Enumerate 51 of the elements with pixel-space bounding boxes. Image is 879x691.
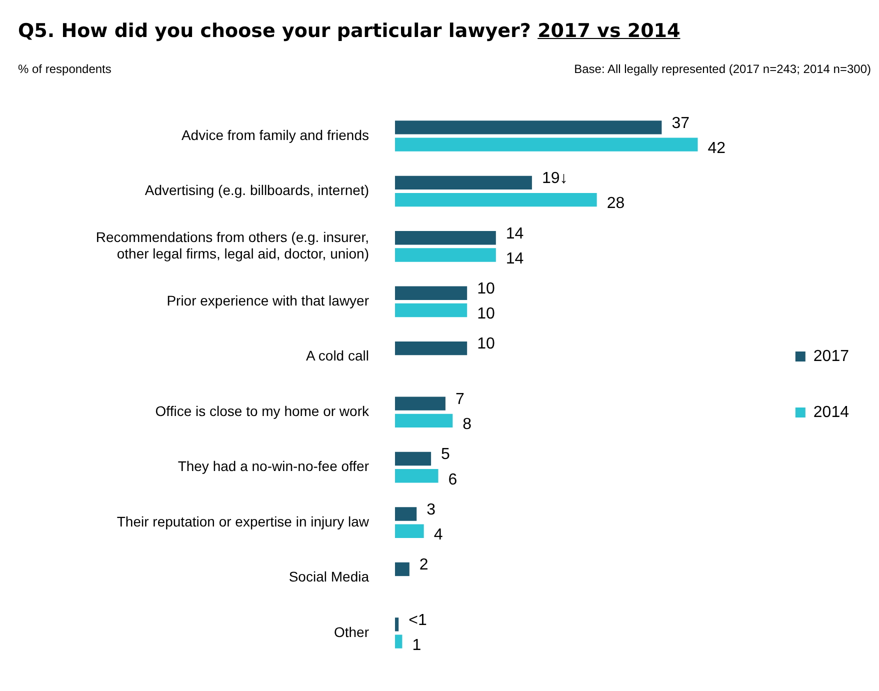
bar — [395, 120, 662, 134]
y-tick-label: Social Media — [288, 568, 370, 585]
bar — [395, 192, 597, 207]
bar — [395, 176, 532, 190]
bar — [395, 286, 468, 300]
chart-title: Q5. How did you choose your particular lawyer? 2017 vs 2014 — [18, 20, 680, 42]
data-label: 7 — [455, 390, 464, 408]
y-tick-label: They had a no-win-no-fee offer — [178, 458, 370, 474]
bar — [395, 303, 468, 318]
data-label: 10 — [477, 280, 495, 298]
text: % of respondents — [18, 62, 112, 76]
data-label: 8 — [462, 416, 472, 434]
data-label: 19↓ — [542, 170, 568, 188]
bar — [395, 452, 432, 466]
y-tick-label: Advice from family and friends — [181, 126, 369, 143]
y-tick-label: Other — [334, 624, 370, 640]
data-label: 3 — [426, 501, 436, 518]
data-label: 10 — [477, 336, 495, 353]
y-tick-label: Recommendations from others (e.g. insurer, other legal firms, legal aid, doctor, union) — [96, 228, 369, 262]
data-label: 2 — [419, 556, 428, 574]
data-label: 37 — [672, 114, 690, 132]
data-label: 10 — [477, 306, 495, 323]
legend-label: 2014 — [813, 404, 850, 421]
y-tick-label: Their reputation or expertise in injury law — [116, 513, 370, 530]
bar — [395, 507, 417, 521]
text: Base: All legally represented (2017 n=243; 2014 n=300) — [574, 62, 871, 76]
bar — [395, 634, 402, 648]
bar — [395, 562, 410, 576]
data-label: 28 — [606, 195, 625, 212]
bar — [395, 341, 468, 356]
bar — [395, 138, 698, 152]
y-tick-label: A cold call — [306, 348, 369, 364]
data-label: 42 — [708, 140, 726, 157]
data-label: 6 — [448, 471, 458, 488]
y-tick-label: Prior experience with that lawyer — [166, 292, 370, 309]
bar — [395, 618, 399, 632]
data-label: 5 — [441, 446, 450, 464]
data-label: 14 — [506, 225, 524, 242]
y-tick-label: Advertising (e.g. billboards, internet) — [144, 182, 369, 198]
bar — [395, 414, 453, 428]
data-label: 1 — [412, 636, 422, 654]
bar — [395, 248, 496, 262]
data-label: <1 — [408, 612, 427, 629]
bar — [395, 469, 438, 483]
data-label: 14 — [506, 250, 524, 268]
bar — [395, 396, 446, 410]
bar — [395, 231, 496, 245]
legend-label: 2017 — [813, 348, 850, 365]
data-label: 4 — [434, 526, 443, 544]
bar — [395, 524, 424, 538]
y-tick-label: Office is close to my home or work — [155, 402, 370, 419]
